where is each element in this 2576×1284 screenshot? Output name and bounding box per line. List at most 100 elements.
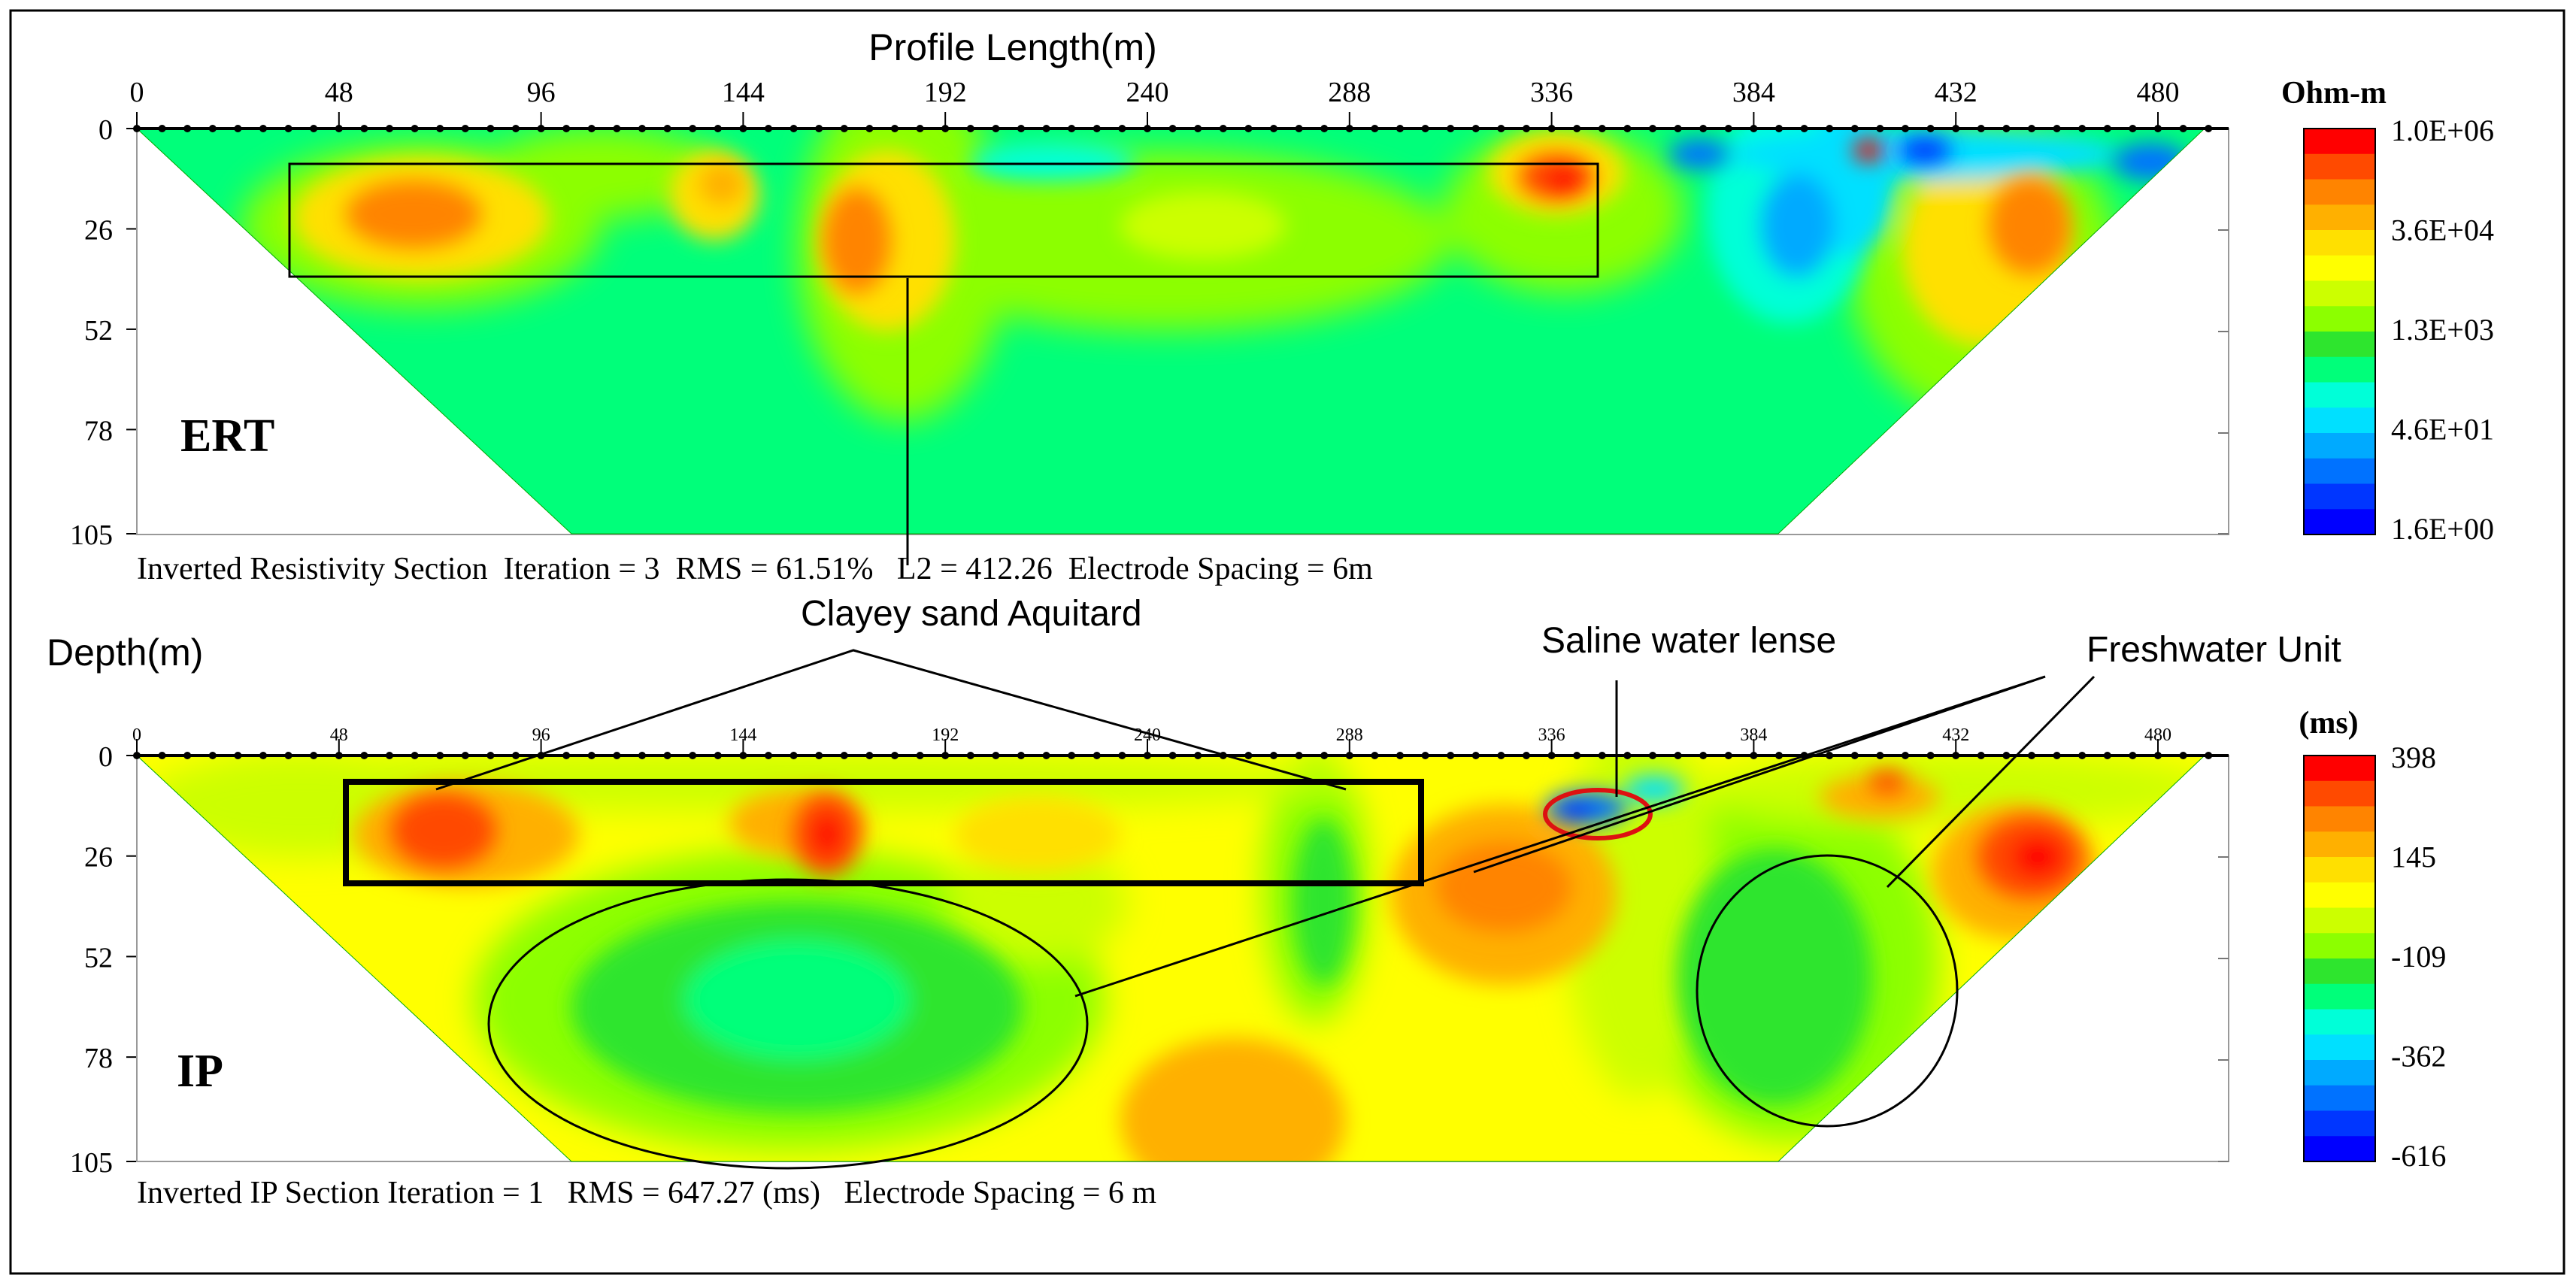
colorbar-swatch <box>2304 882 2375 908</box>
colorbar-swatch <box>2304 1136 2375 1162</box>
electrode-marker <box>1876 752 1884 759</box>
electrode-marker <box>1371 125 1379 132</box>
colorbar-swatch <box>2304 204 2375 231</box>
colorbar-swatch <box>2304 483 2375 510</box>
electrode-marker <box>234 125 242 132</box>
electrode-marker <box>1244 752 1253 759</box>
electrode-marker <box>1598 752 1606 759</box>
electrode-marker <box>1649 125 1656 132</box>
depth-tick-label: 26 <box>84 842 113 874</box>
electrode-marker <box>689 125 697 132</box>
electrode-marker <box>1295 752 1303 759</box>
depth-tick-label: 52 <box>84 315 113 347</box>
electrode-marker <box>2103 125 2111 132</box>
colorbar-swatch <box>2304 958 2375 985</box>
electrode-marker <box>1623 752 1632 759</box>
x-tick-label: 48 <box>325 77 353 108</box>
colorbar-swatch <box>2304 983 2375 1010</box>
ert-colorbar-title: Ohm-m <box>2281 76 2387 111</box>
electrode-marker <box>1649 752 1656 759</box>
depth-axis-title: Depth(m) <box>47 631 203 674</box>
electrode-marker <box>714 752 722 759</box>
electrode-marker <box>1421 752 1429 759</box>
ip-panel-label: IP <box>177 1046 223 1097</box>
electrode-marker <box>1699 125 1708 132</box>
x-tick-label: 144 <box>722 77 765 108</box>
electrode-marker <box>436 125 444 132</box>
x-tick-label: 240 <box>1126 77 1169 108</box>
colorbar-swatch <box>2304 230 2375 256</box>
electrode-marker <box>1775 752 1783 759</box>
colorbar-swatch <box>2304 433 2375 459</box>
electrode-marker <box>2053 752 2061 759</box>
ip-colorbar <box>2303 755 2376 1162</box>
colorbar-swatch <box>2304 831 2375 858</box>
electrode-marker <box>1471 125 1480 132</box>
electrode-marker <box>1118 125 1126 132</box>
electrode-marker <box>1926 125 1935 132</box>
electrode-marker <box>765 752 772 759</box>
electrode-marker <box>2205 125 2213 132</box>
ert-aquitard-box <box>288 162 1599 278</box>
electrode-marker <box>865 125 874 132</box>
saline-lens-marker <box>1543 788 1653 840</box>
electrode-marker <box>486 125 495 132</box>
electrode-marker <box>613 125 621 132</box>
depth-tick-label: 78 <box>84 415 113 447</box>
electrode-marker <box>360 125 368 132</box>
ip-electrodes <box>133 739 2213 759</box>
electrode-marker <box>992 125 1000 132</box>
electrode-marker <box>2053 125 2061 132</box>
colorbar-label: 1.3E+03 <box>2391 313 2494 347</box>
electrode-marker <box>1118 752 1126 759</box>
electrode-marker <box>1674 125 1682 132</box>
electrode-marker <box>208 125 217 132</box>
colorbar-swatch <box>2304 382 2375 408</box>
electrode-marker <box>815 125 823 132</box>
electrode-marker <box>411 752 419 759</box>
electrode-marker <box>1826 125 1834 132</box>
freshwater-ellipse-left <box>487 878 1089 1170</box>
electrode-marker <box>562 125 571 132</box>
electrode-marker <box>1598 125 1606 132</box>
depth-tick-label: 52 <box>84 942 113 974</box>
colorbar-swatch <box>2304 179 2375 205</box>
electrode-marker <box>1017 752 1025 759</box>
colorbar-label: 3.6E+04 <box>2391 213 2494 247</box>
electrode-marker <box>1244 125 1253 132</box>
depth-tick-label: 0 <box>98 741 113 773</box>
electrode-marker <box>1523 125 1530 132</box>
electrode-marker <box>461 752 469 759</box>
ip-caption: Inverted IP Section Iteration = 1 RMS = … <box>137 1176 1156 1210</box>
ert-x-tick-labels: 0 48 96 144 192 240 288 336 384 432 480 <box>130 77 2180 108</box>
electrode-marker <box>2129 125 2137 132</box>
colorbar-swatch <box>2304 857 2375 883</box>
x-tick-label: 192 <box>924 77 967 108</box>
electrode-marker <box>1826 752 1834 759</box>
colorbar-swatch <box>2304 756 2375 782</box>
electrode-marker <box>1497 125 1505 132</box>
electrode-marker <box>1168 752 1177 759</box>
electrode-marker <box>916 125 924 132</box>
electrode-marker <box>840 752 848 759</box>
top-axis-title: Profile Length(m) <box>868 26 1157 68</box>
colorbar-swatch <box>2304 407 2375 434</box>
electrode-marker <box>486 752 495 759</box>
electrode-marker <box>158 752 166 759</box>
electrode-marker <box>1724 125 1732 132</box>
depth-tick-label: 0 <box>98 114 113 146</box>
x-tick-label: 480 <box>2137 77 2180 108</box>
electrode-marker <box>789 125 798 132</box>
depth-tick-label: 105 <box>70 519 113 551</box>
electrode-marker <box>1876 125 1884 132</box>
electrode-marker <box>2179 125 2187 132</box>
electrode-marker <box>765 125 772 132</box>
electrode-marker <box>891 752 899 759</box>
electrode-marker <box>1471 752 1480 759</box>
electrode-marker <box>436 752 444 759</box>
electrode-marker <box>1168 125 1177 132</box>
colorbar-swatch <box>2304 509 2375 535</box>
electrode-marker <box>587 752 596 759</box>
electrode-marker <box>638 125 646 132</box>
electrode-marker <box>1371 752 1379 759</box>
